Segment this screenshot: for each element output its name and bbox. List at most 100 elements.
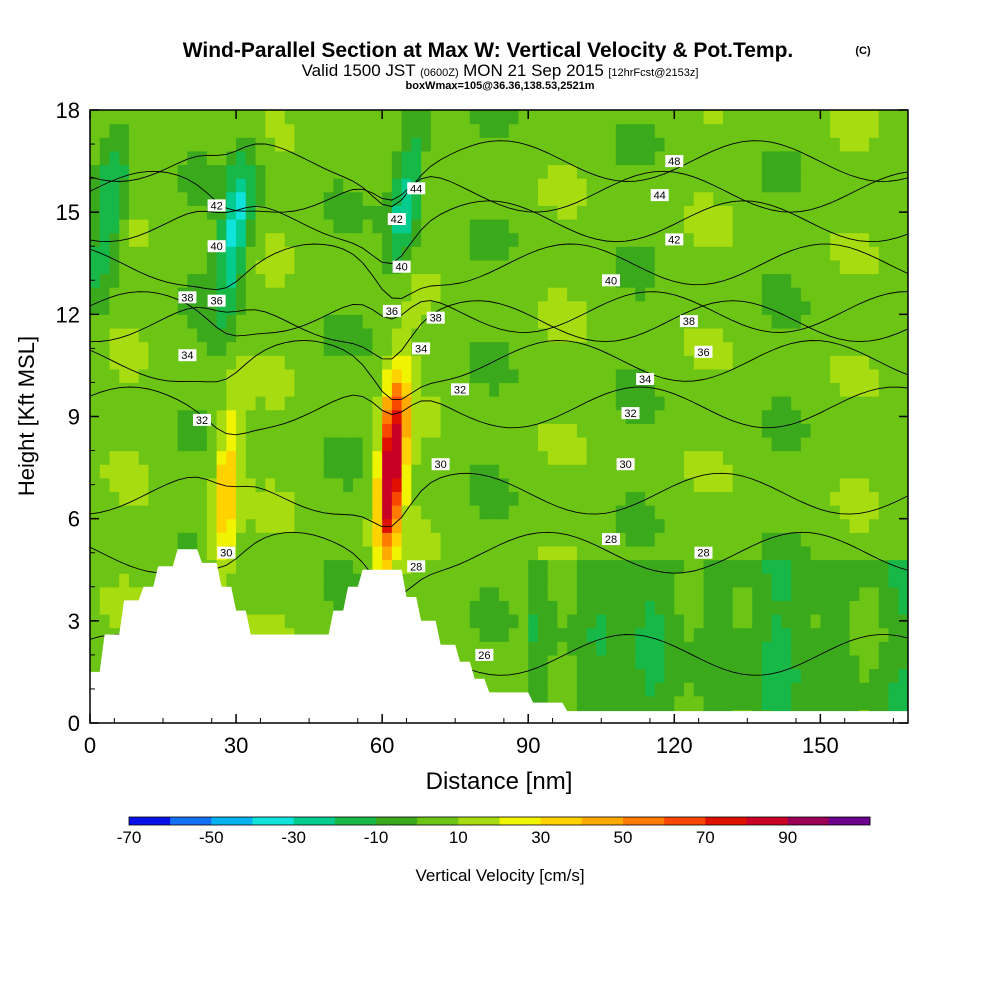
heatmap-cell	[343, 110, 354, 125]
heatmap-cell	[800, 477, 812, 493]
heatmap-cell	[888, 532, 899, 547]
heatmap-cell	[752, 218, 763, 234]
heatmap-cell	[236, 164, 247, 179]
heatmap-cell	[586, 545, 597, 561]
heatmap-cell	[557, 491, 568, 506]
heatmap-cell	[654, 668, 666, 683]
heatmap-cell	[343, 205, 354, 220]
heatmap-cell	[343, 178, 354, 193]
heatmap-cell	[771, 586, 783, 601]
heatmap-cell	[518, 518, 529, 533]
heatmap-cell	[167, 518, 179, 533]
heatmap-cell	[722, 396, 734, 411]
heatmap-cell	[333, 491, 344, 506]
heatmap-cell	[839, 287, 851, 302]
heatmap-cell	[722, 505, 734, 520]
heatmap-cell	[421, 314, 432, 329]
contour-label-text: 38	[181, 292, 193, 304]
heatmap-cell	[430, 137, 442, 152]
heatmap-cell	[197, 150, 208, 166]
heatmap-cell	[352, 137, 364, 152]
heatmap-cell	[800, 464, 812, 479]
heatmap-cell	[742, 545, 753, 561]
heatmap-cell	[625, 518, 636, 533]
heatmap-cell	[255, 396, 266, 411]
heatmap-cell	[645, 327, 656, 343]
heatmap-cell	[742, 314, 753, 329]
heatmap-cell	[635, 409, 646, 424]
heatmap-cell	[489, 355, 500, 370]
heatmap-cell	[440, 123, 451, 138]
heatmap-cell	[869, 518, 880, 533]
heatmap-cell	[90, 178, 101, 193]
heatmap-cell	[460, 396, 471, 411]
heatmap-cell	[878, 368, 890, 384]
heatmap-cell	[820, 532, 831, 547]
heatmap-cell	[391, 232, 403, 247]
heatmap-cell	[645, 532, 656, 547]
heatmap-cell	[810, 409, 821, 424]
heatmap-cell	[138, 559, 150, 574]
heatmap-cell	[859, 477, 870, 493]
heatmap-cell	[265, 355, 276, 370]
heatmap-cell	[99, 573, 111, 588]
heatmap-cell	[265, 137, 276, 152]
heatmap-cell	[119, 110, 130, 125]
heatmap-cell	[499, 327, 510, 343]
heatmap-cell	[664, 123, 675, 138]
heatmap-cell	[294, 232, 305, 247]
heatmap-cell	[499, 545, 510, 561]
heatmap-cell	[781, 505, 792, 520]
heatmap-cell	[839, 368, 851, 384]
heatmap-cell	[645, 259, 656, 275]
heatmap-cell	[732, 614, 744, 629]
heatmap-cell	[557, 600, 568, 615]
heatmap-cell	[567, 695, 578, 710]
heatmap-cell	[128, 287, 140, 302]
heatmap-cell	[138, 123, 150, 138]
heatmap-cell	[187, 355, 198, 370]
heatmap-cell	[508, 545, 520, 561]
heatmap-cell	[99, 518, 111, 533]
chart-title: Wind-Parallel Section at Max W: Vertical…	[183, 39, 794, 62]
heatmap-cell	[421, 123, 432, 138]
heatmap-cell	[674, 559, 685, 574]
contour-label: 36	[694, 345, 713, 359]
heatmap-cell	[664, 396, 675, 411]
heatmap-cell	[557, 641, 568, 656]
heatmap-cell	[128, 464, 140, 479]
heatmap-cell	[742, 110, 753, 125]
heatmap-cell	[567, 314, 578, 329]
heatmap-cell	[839, 627, 851, 642]
heatmap-cell	[888, 477, 899, 493]
heatmap-cell	[489, 545, 500, 561]
heatmap-cell	[898, 382, 908, 397]
heatmap-cell	[888, 573, 899, 588]
heatmap-cell	[265, 491, 276, 506]
heatmap-cell	[693, 314, 705, 329]
heatmap-cell	[460, 259, 471, 275]
heatmap-cell	[615, 409, 627, 424]
heatmap-cell	[645, 396, 656, 411]
heatmap-cell	[255, 205, 266, 220]
heatmap-cell	[703, 314, 714, 329]
heatmap-cell	[878, 491, 890, 506]
heatmap-cell	[352, 436, 364, 452]
heatmap-cell	[693, 137, 705, 152]
heatmap-cell	[372, 368, 383, 384]
heatmap-cell	[236, 327, 247, 343]
heatmap-cell	[791, 545, 802, 561]
heatmap-cell	[313, 287, 325, 302]
heatmap-cell	[90, 273, 101, 288]
heatmap-cell	[713, 627, 724, 642]
heatmap-cell	[109, 123, 120, 138]
heatmap-cell	[489, 164, 500, 179]
contour-label-text: 48	[668, 156, 680, 168]
heatmap-cell	[781, 191, 792, 206]
heatmap-cell	[625, 150, 636, 166]
heatmap-cell	[333, 287, 344, 302]
heatmap-cell	[586, 327, 597, 343]
heatmap-cell	[800, 423, 812, 438]
heatmap-cell	[401, 246, 412, 261]
heatmap-cell	[576, 614, 588, 629]
